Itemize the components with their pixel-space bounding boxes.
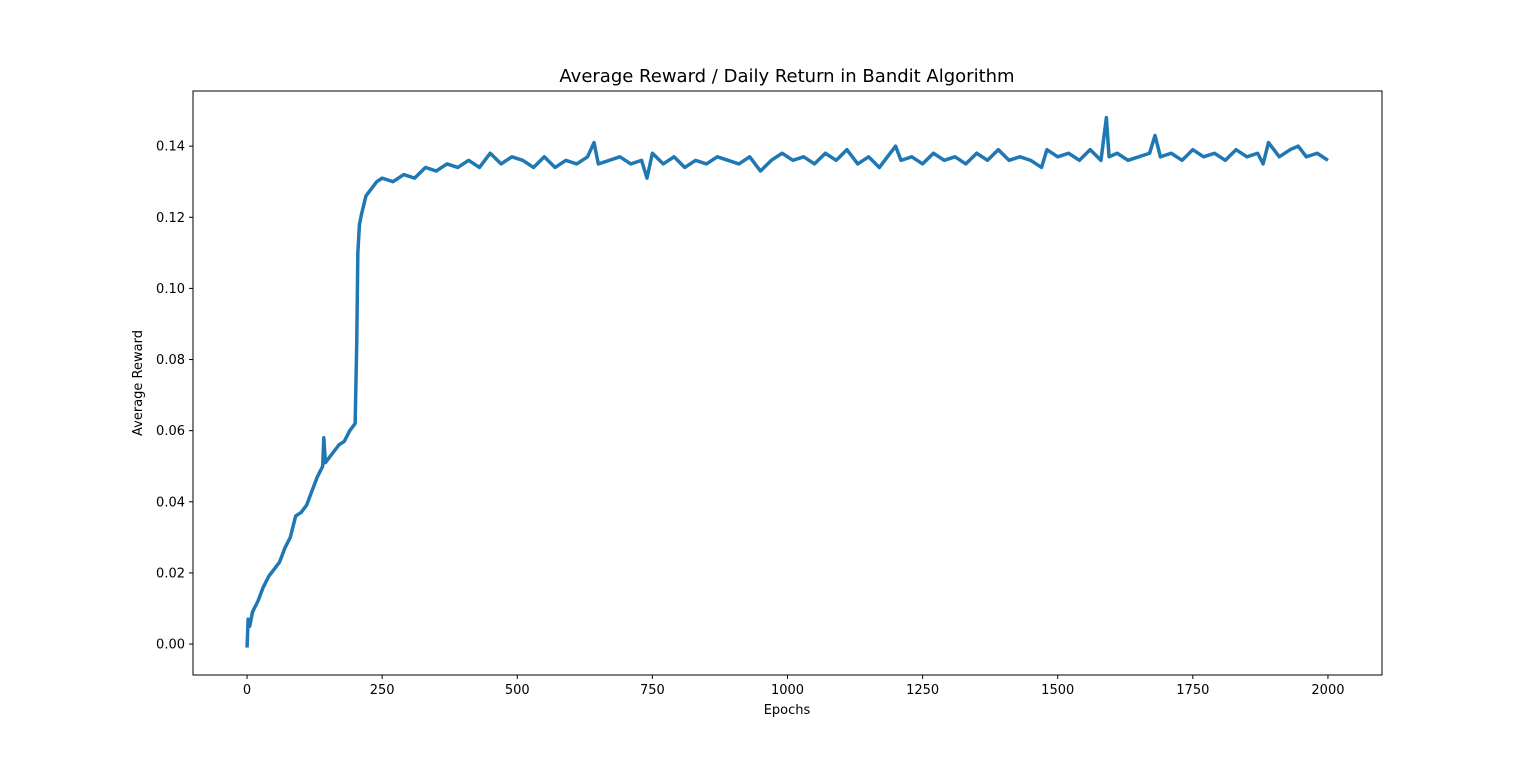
x-tick-label: 0 bbox=[243, 683, 251, 698]
y-tick-label: 0.14 bbox=[156, 140, 185, 155]
y-axis-label: Average Reward bbox=[131, 330, 146, 436]
plot-frame bbox=[192, 90, 1383, 676]
chart-title: Average Reward / Daily Return in Bandit … bbox=[559, 66, 1014, 87]
x-tick-label: 2000 bbox=[1311, 683, 1344, 698]
y-tick-label: 0.04 bbox=[156, 495, 185, 510]
y-tick-label: 0.00 bbox=[156, 638, 185, 653]
x-tick-label: 250 bbox=[370, 683, 395, 698]
y-tick-label: 0.12 bbox=[156, 211, 185, 226]
y-tick-label: 0.10 bbox=[156, 282, 185, 297]
y-tick-label: 0.02 bbox=[156, 566, 185, 581]
y-tick-label: 0.06 bbox=[156, 424, 185, 439]
y-tick-label: 0.08 bbox=[156, 353, 185, 368]
x-tick-label: 750 bbox=[640, 683, 665, 698]
x-tick-label: 1500 bbox=[1041, 683, 1074, 698]
x-tick-label: 1750 bbox=[1176, 683, 1209, 698]
line-series bbox=[245, 115, 1329, 648]
x-tick-label: 1000 bbox=[771, 683, 804, 698]
x-axis-label: Epochs bbox=[764, 703, 811, 718]
x-tick-label: 1250 bbox=[906, 683, 939, 698]
x-tick-label: 500 bbox=[505, 683, 530, 698]
